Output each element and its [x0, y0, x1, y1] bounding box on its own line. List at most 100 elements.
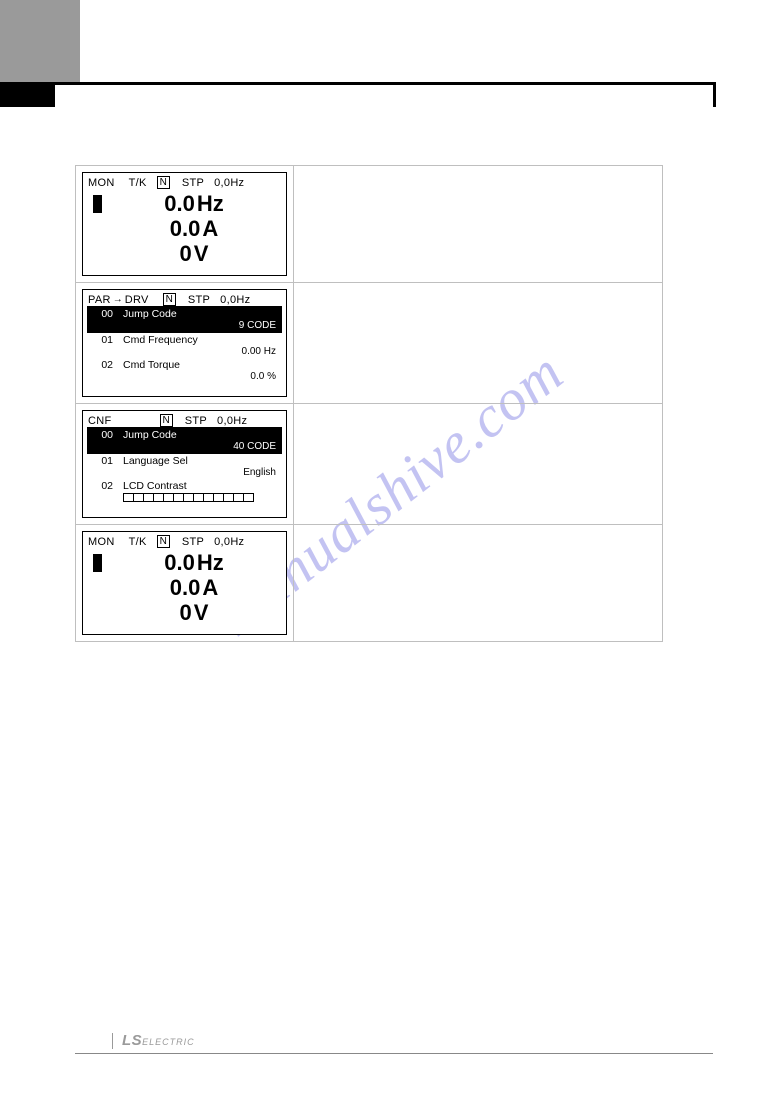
mon-line-a: 0.0A [110, 216, 278, 241]
lcd-cell: MON T/K N STP 0,0Hz 0.0Hz 0.0A 0V [76, 166, 294, 282]
par-item: 02 Cmd Torque 0.0 % [87, 358, 282, 383]
cursor-icon [93, 195, 102, 213]
mon-body: 0.0Hz 0.0A 0V [83, 548, 286, 629]
mon-line-v: 0V [110, 241, 278, 266]
par-label: Language Sel [123, 455, 280, 467]
par-label: Jump Code [123, 429, 280, 441]
footer-divider [112, 1033, 113, 1049]
par-item-selected: 00 Jump Code 9 CODE [87, 306, 282, 333]
par-value: 40 CODE [89, 441, 280, 452]
par-label: Cmd Frequency [123, 334, 280, 346]
empty-cell [294, 525, 662, 641]
empty-cell [294, 166, 662, 282]
mon-unit: Hz [197, 550, 224, 575]
mon-unit: V [194, 241, 209, 266]
mon-unit: A [202, 216, 218, 241]
arrow-right-icon: → [113, 294, 123, 305]
logo-main: LS [122, 1032, 142, 1049]
lcd-cnf-screen: CNF N STP 0,0Hz 00 Jump Code 40 CODE 01 … [82, 410, 287, 518]
header-black-block [0, 82, 55, 107]
status-tk: T/K [129, 177, 147, 189]
mon-val: 0 [180, 241, 192, 266]
status-state: STP [182, 177, 204, 189]
status-tk: T/K [129, 536, 147, 548]
mon-line-v: 0V [110, 600, 278, 625]
mon-line-hz: 0.0Hz [110, 550, 278, 575]
mon-val: 0.0 [164, 550, 195, 575]
status-bar: MON T/K N STP 0,0Hz [83, 532, 286, 548]
lcd-cell: CNF N STP 0,0Hz 00 Jump Code 40 CODE 01 … [76, 404, 294, 524]
lcd-cell: PAR → DRV N STP 0,0Hz 00 Jump Code 9 COD… [76, 283, 294, 403]
mon-body: 0.0Hz 0.0A 0V [83, 189, 286, 270]
status-mode: MON [88, 536, 115, 548]
header-rule-right [713, 82, 716, 107]
status-mode: CNF [88, 415, 112, 427]
mon-values: 0.0Hz 0.0A 0V [102, 191, 278, 266]
cnf-list: 00 Jump Code 40 CODE 01 Language Sel Eng… [83, 427, 286, 506]
logo-sub: ELECTRIC [142, 1037, 195, 1047]
par-value: English [89, 467, 280, 478]
status-mode-from: PAR [88, 294, 111, 306]
status-n-box: N [157, 535, 170, 548]
footer-logo: LSELECTRIC [122, 1032, 195, 1049]
mon-val: 0 [180, 600, 192, 625]
footer-rule [75, 1053, 713, 1054]
par-code: 00 [89, 429, 113, 441]
header-rule [55, 82, 713, 85]
cnf-item: 02 LCD Contrast [87, 479, 282, 503]
screens-table: MON T/K N STP 0,0Hz 0.0Hz 0.0A 0V [75, 165, 663, 642]
table-row: CNF N STP 0,0Hz 00 Jump Code 40 CODE 01 … [76, 404, 662, 525]
par-code: 00 [89, 308, 113, 320]
lcd-mon-screen: MON T/K N STP 0,0Hz 0.0Hz 0.0A 0V [82, 531, 287, 635]
header-gray-block [0, 0, 80, 82]
status-freq: 0,0Hz [214, 177, 244, 189]
par-label: Cmd Torque [123, 359, 280, 371]
lcd-cell: MON T/K N STP 0,0Hz 0.0Hz 0.0A 0V [76, 525, 294, 641]
par-value: 9 CODE [89, 320, 280, 331]
contrast-bar [123, 493, 253, 502]
status-mode-to: DRV [125, 294, 149, 306]
empty-cell [294, 283, 662, 403]
par-value: 0.00 Hz [89, 346, 280, 357]
table-row: PAR → DRV N STP 0,0Hz 00 Jump Code 9 COD… [76, 283, 662, 404]
par-item: 01 Cmd Frequency 0.00 Hz [87, 333, 282, 358]
par-label: LCD Contrast [123, 480, 280, 492]
mon-val: 0.0 [170, 216, 201, 241]
cnf-item: 01 Language Sel English [87, 454, 282, 479]
par-code: 02 [89, 480, 113, 492]
status-bar: MON T/K N STP 0,0Hz [83, 173, 286, 189]
mon-unit: Hz [197, 191, 224, 216]
status-state: STP [188, 294, 210, 306]
mon-unit: A [202, 575, 218, 600]
status-n-box: N [163, 293, 176, 306]
par-list: 00 Jump Code 9 CODE 01 Cmd Frequency 0.0… [83, 306, 286, 386]
table-row: MON T/K N STP 0,0Hz 0.0Hz 0.0A 0V [76, 525, 662, 641]
par-code: 01 [89, 455, 113, 467]
status-state: STP [182, 536, 204, 548]
mon-unit: V [194, 600, 209, 625]
status-freq: 0,0Hz [217, 415, 247, 427]
status-n-box: N [160, 414, 173, 427]
status-freq: 0,0Hz [220, 294, 250, 306]
par-code: 01 [89, 334, 113, 346]
status-bar: CNF N STP 0,0Hz [83, 411, 286, 427]
table-row: MON T/K N STP 0,0Hz 0.0Hz 0.0A 0V [76, 166, 662, 283]
lcd-par-screen: PAR → DRV N STP 0,0Hz 00 Jump Code 9 COD… [82, 289, 287, 397]
mon-val: 0.0 [164, 191, 195, 216]
par-code: 02 [89, 359, 113, 371]
mon-line-a: 0.0A [110, 575, 278, 600]
empty-cell [294, 404, 662, 524]
par-label: Jump Code [123, 308, 280, 320]
par-value: 0.0 % [89, 371, 280, 382]
mon-values: 0.0Hz 0.0A 0V [102, 550, 278, 625]
status-state: STP [185, 415, 207, 427]
contrast-cell [243, 493, 254, 502]
status-freq: 0,0Hz [214, 536, 244, 548]
cursor-icon [93, 554, 102, 572]
lcd-mon-screen: MON T/K N STP 0,0Hz 0.0Hz 0.0A 0V [82, 172, 287, 276]
cnf-item-selected: 00 Jump Code 40 CODE [87, 427, 282, 454]
mon-line-hz: 0.0Hz [110, 191, 278, 216]
status-n-box: N [157, 176, 170, 189]
status-mode: MON [88, 177, 115, 189]
mon-val: 0.0 [170, 575, 201, 600]
